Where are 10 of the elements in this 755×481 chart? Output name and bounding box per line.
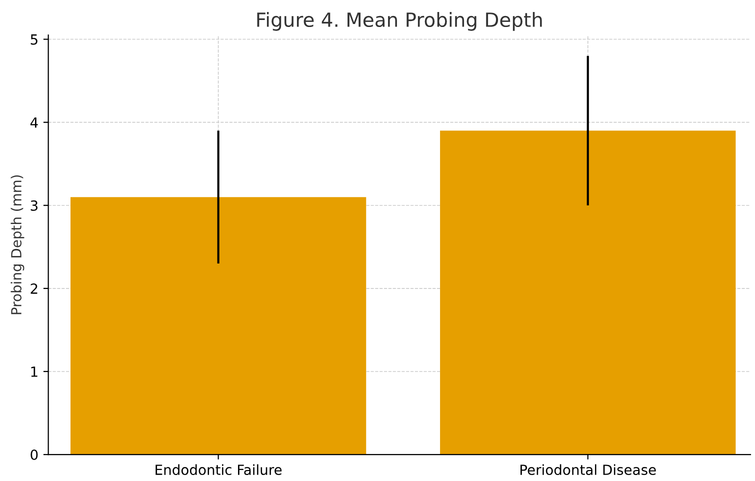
y-axis-title: Probing Depth (mm) [10,175,24,314]
y-tick-label: 2 [30,283,38,294]
x-tick-label: Endodontic Failure [156,464,282,476]
y-tick-label: 1 [31,366,38,377]
y-tick-label: 5 [30,34,38,45]
chart-title: Figure 4. Mean Probing Depth [257,12,542,31]
y-tick-label: 3 [30,200,38,211]
x-tick-label: Periodontal Disease [520,464,656,476]
y-tick-label: 4 [30,117,38,128]
y-tick-label: 0 [30,450,38,460]
